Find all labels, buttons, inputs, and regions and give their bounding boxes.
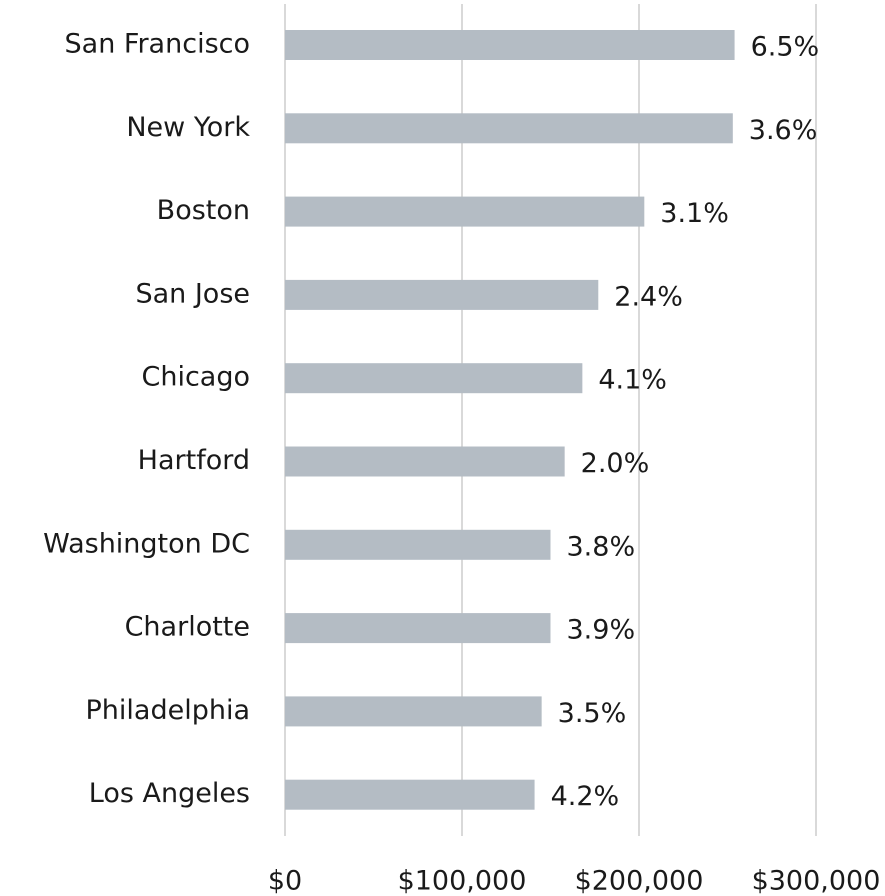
y-tick-label: New York: [126, 112, 250, 143]
bar: [285, 446, 565, 477]
y-tick-label: San Jose: [135, 278, 250, 309]
x-tick-label: $0: [268, 866, 302, 896]
bar-label: 3.5%: [558, 698, 627, 729]
y-tick-label: Philadelphia: [86, 695, 251, 726]
bar: [285, 696, 542, 727]
bar-label: 3.9%: [567, 615, 636, 646]
bar: [285, 30, 735, 60]
bar-label: 3.8%: [567, 531, 636, 562]
y-tick-label: Los Angeles: [89, 778, 250, 809]
bar: [285, 363, 583, 394]
y-tick-label: Chicago: [141, 362, 250, 393]
y-tick-label: San Francisco: [65, 29, 250, 60]
y-tick-label: Washington DC: [43, 528, 250, 559]
bar: [285, 279, 599, 310]
bar-label: 4.2%: [551, 781, 620, 812]
x-tick-label: $100,000: [398, 866, 527, 896]
bar-label: 2.4%: [614, 281, 683, 312]
y-tick-label: Boston: [157, 195, 250, 226]
bar: [285, 779, 535, 810]
bar-label: 6.5%: [751, 32, 820, 63]
bar-label: 3.6%: [749, 115, 818, 146]
bar: [285, 529, 551, 560]
bar: [285, 613, 551, 644]
bar: [285, 196, 645, 227]
bar-label: 3.1%: [660, 198, 729, 229]
bar: [285, 113, 733, 144]
y-tick-label: Hartford: [138, 445, 250, 476]
bar-label: 2.0%: [581, 448, 650, 479]
y-tick-label: Charlotte: [125, 612, 250, 643]
bar-label: 4.1%: [598, 365, 667, 396]
x-tick-label: $200,000: [575, 866, 704, 896]
x-tick-label: $300,000: [752, 866, 881, 896]
